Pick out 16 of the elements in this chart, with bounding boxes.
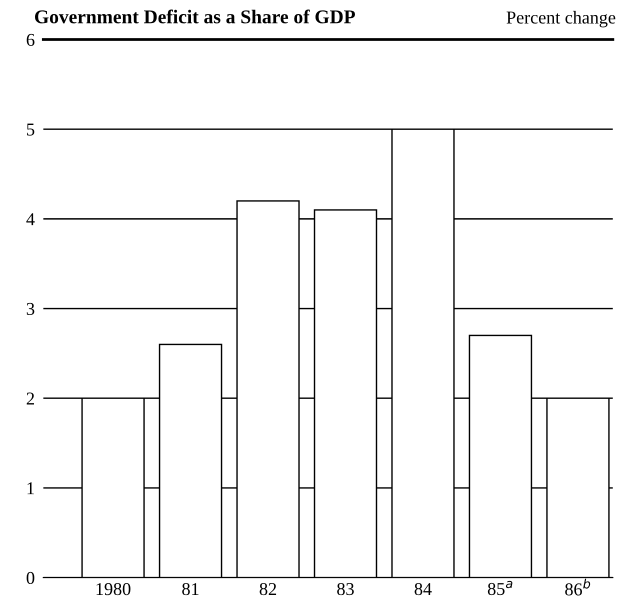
- y-tick-label: 5: [27, 124, 34, 136]
- y-tick-label: 3: [26, 302, 34, 315]
- y-tick-label: 2: [26, 392, 34, 405]
- y-tick-label: 6: [26, 34, 34, 46]
- y-tick-label: 4: [26, 213, 35, 226]
- x-tick-label: 86$^{b}$: [565, 578, 590, 596]
- chart-title: Government Deficit as a Share of GDP: [34, 10, 356, 24]
- x-tick-label: 85$^{a}$: [488, 580, 512, 596]
- x-tick-label: 1980: [96, 582, 130, 596]
- x-tick-label: 83: [337, 582, 354, 596]
- x-tick-label: 82: [260, 582, 276, 596]
- x-tick-label: 84: [414, 582, 432, 596]
- y-axis-title: Percent change: [506, 10, 616, 28]
- y-tick-label: 0: [26, 572, 34, 584]
- y-tick-label: 1: [28, 482, 34, 494]
- x-tick-label: 81: [182, 582, 198, 596]
